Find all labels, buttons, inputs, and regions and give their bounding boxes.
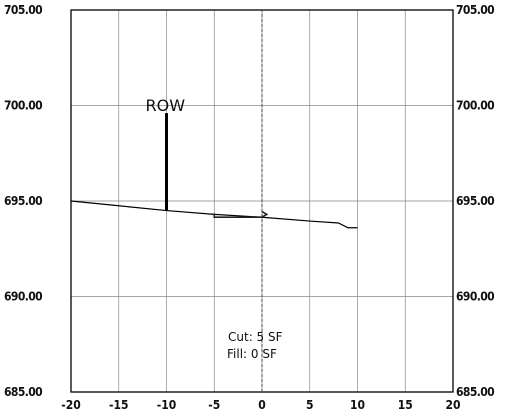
y-tick-label-right: 695.00 (456, 194, 494, 208)
y-tick-label-left: 685.00 (4, 385, 42, 399)
x-tick-label: 15 (398, 398, 413, 412)
x-axis: -20 -15 -10 -5 0 5 10 15 20 (61, 398, 460, 412)
y-tick-label-left: 690.00 (4, 290, 42, 304)
x-tick-label: -15 (109, 398, 129, 412)
y-tick-label-left: 705.00 (4, 3, 42, 17)
x-tick-label: 10 (350, 398, 365, 412)
x-tick-label: -5 (208, 398, 220, 412)
x-tick-label: -10 (157, 398, 177, 412)
y-axis-left: 705.00 700.00 695.00 690.00 685.00 (4, 3, 43, 399)
y-axis-right: 705.00 700.00 695.00 690.00 685.00 (456, 3, 495, 399)
x-tick-label: -20 (61, 398, 81, 412)
y-tick-label-left: 695.00 (4, 194, 42, 208)
x-tick-label: 0 (258, 398, 266, 412)
cut-annotation: Cut: 5 SF (228, 330, 283, 344)
y-tick-label-right: 700.00 (456, 99, 494, 113)
x-tick-label: 5 (306, 398, 314, 412)
y-tick-label-left: 700.00 (4, 99, 42, 113)
section-template (213, 210, 269, 219)
row-label: ROW (146, 96, 186, 115)
x-tick-label: 20 (445, 398, 460, 412)
fill-annotation: Fill: 0 SF (227, 347, 277, 361)
y-tick-label-right: 705.00 (456, 3, 494, 17)
y-tick-label-right: 685.00 (456, 385, 494, 399)
y-tick-label-right: 690.00 (456, 290, 494, 304)
